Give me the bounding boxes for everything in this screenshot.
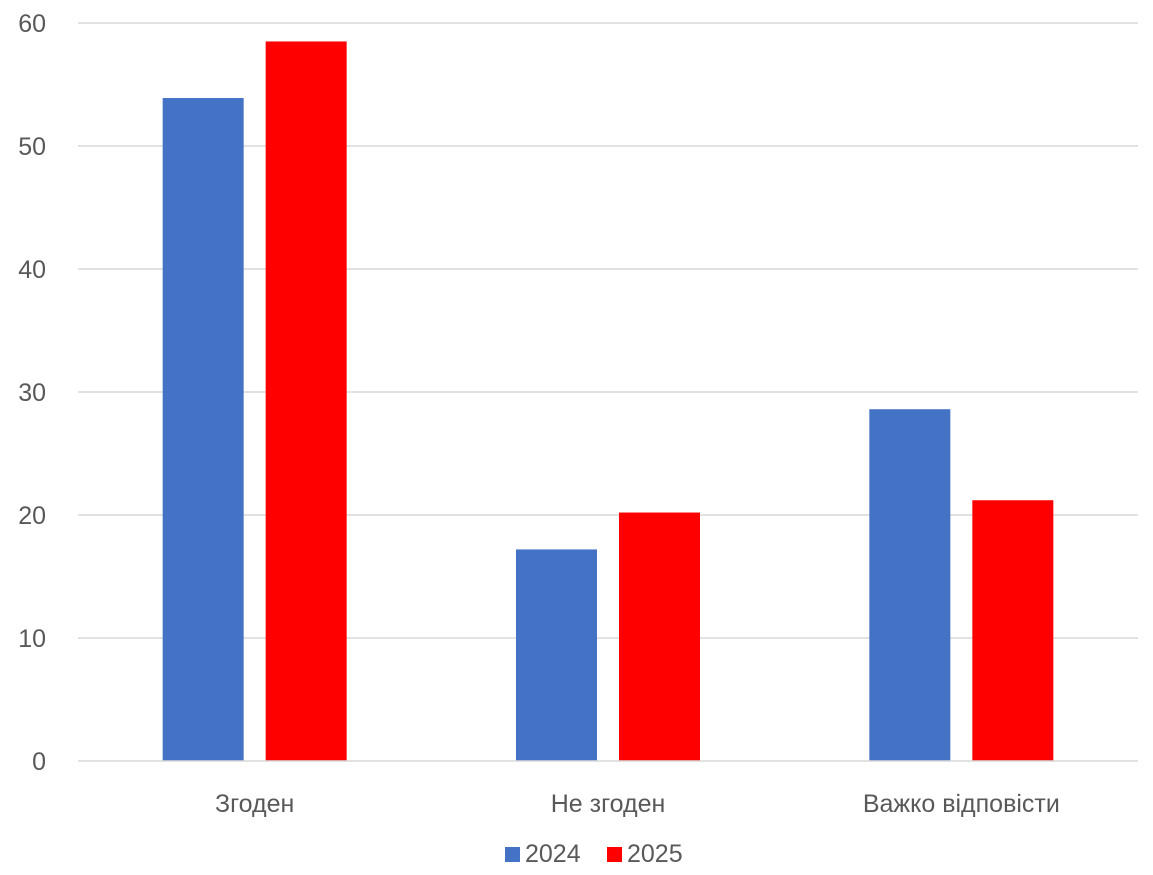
y-tick-label: 40: [18, 256, 46, 284]
y-axis-tick-labels: 0 10 20 30 40 50 60: [18, 10, 46, 776]
bar-2025-2: [972, 500, 1054, 761]
bars: [162, 41, 1054, 761]
gridlines: [78, 22, 1138, 639]
x-axis-category-labels: Згоден Не згоден Важко відповісти: [215, 790, 1060, 818]
y-tick-label: 0: [32, 748, 46, 776]
y-tick-label: 60: [18, 10, 46, 38]
y-tick-label: 10: [18, 625, 46, 653]
y-tick-label: 30: [18, 379, 46, 407]
legend-swatch-2025: [607, 847, 622, 862]
y-tick-label: 20: [18, 502, 46, 530]
bar-2024-2: [869, 409, 951, 761]
bar-2024-1: [516, 549, 597, 761]
legend-label-2024: 2024: [525, 840, 581, 868]
y-tick-label: 50: [18, 133, 46, 161]
bar-2025-0: [265, 41, 347, 761]
x-category-label: Не згоден: [551, 790, 666, 818]
x-category-label: Важко відповісти: [863, 790, 1060, 818]
bar-2025-1: [619, 512, 700, 761]
legend: 2024 2025: [505, 840, 683, 868]
legend-swatch-2024: [505, 847, 520, 862]
legend-label-2025: 2025: [627, 840, 683, 868]
bar-2024-0: [162, 98, 244, 761]
x-category-label: Згоден: [215, 790, 294, 818]
